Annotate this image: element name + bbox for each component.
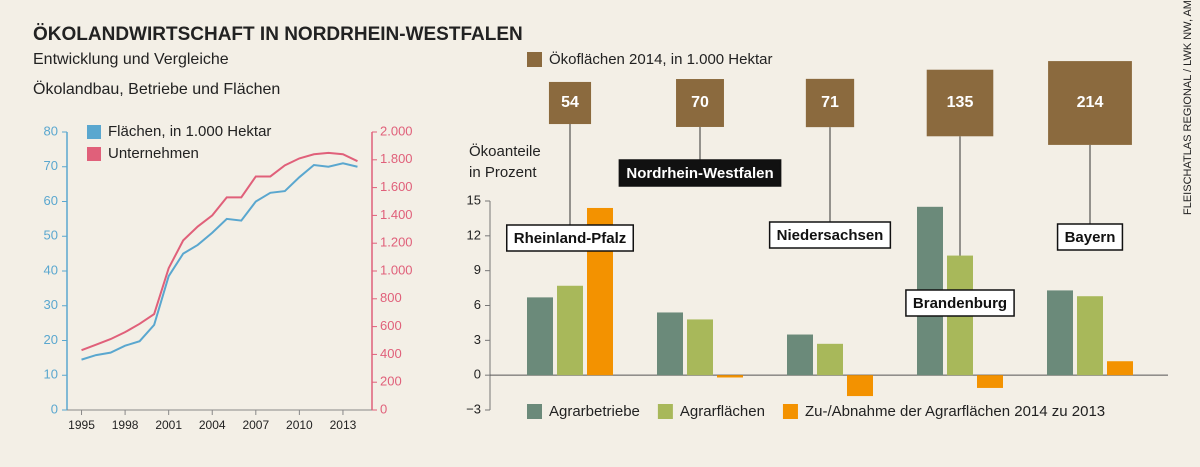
y2-tick-label: 800 [380, 290, 402, 305]
y2-tick-label: 1.400 [380, 207, 413, 222]
y-tick-label: 0 [474, 367, 481, 382]
y-tick-label: 0 [51, 401, 58, 416]
area-box [676, 79, 724, 127]
y-tick-label: 3 [474, 332, 481, 347]
bar [527, 297, 553, 376]
y-tick-label: 9 [474, 262, 481, 277]
area-box [926, 69, 994, 137]
legend-swatch [527, 404, 542, 419]
y-axis-label: Ökoanteile [469, 142, 541, 160]
bar [977, 375, 1003, 388]
y-tick-label: 15 [467, 192, 481, 207]
line-series [81, 151, 358, 352]
y-tick-label: −3 [466, 401, 481, 416]
legend-swatch [87, 125, 101, 139]
bar [657, 312, 683, 376]
legend-label: Agrarflächen [680, 403, 765, 420]
bar [557, 285, 583, 376]
state-label: Nordrhein-Westfalen [626, 165, 773, 182]
x-tick-label: 2004 [199, 418, 226, 432]
y-tick-label: 20 [44, 332, 58, 347]
area-legend-label: Ökoflächen 2014, in 1.000 Hektar [549, 50, 772, 68]
y-tick-label: 70 [44, 158, 58, 173]
area-value: 214 [1077, 94, 1104, 111]
bar [717, 375, 743, 378]
title: ÖKOLANDWIRTSCHAFT IN NORDRHEIN-WESTFALEN [33, 24, 523, 45]
state-label-box [505, 224, 635, 252]
bar [787, 334, 813, 376]
source: FLEISCHATLAS REGIONAL / LWK NW, AMI [1182, 0, 1194, 215]
legend-swatch [782, 404, 798, 419]
y-tick-label: 6 [474, 297, 481, 312]
y-tick-label: 12 [467, 227, 481, 242]
state-label-box [768, 221, 892, 249]
x-tick-label: 2001 [155, 418, 182, 432]
state-label-box [1056, 223, 1124, 251]
y2-tick-label: 0 [380, 401, 387, 416]
area-legend-swatch [527, 52, 542, 67]
legend-label: Unternehmen [108, 145, 199, 162]
bar [847, 375, 873, 397]
y-axis-label: in Prozent [469, 164, 537, 181]
state-label-box [905, 289, 1015, 317]
bar [1047, 290, 1073, 376]
area-value: 54 [561, 94, 579, 111]
legend-label: Flächen, in 1.000 Hektar [108, 123, 271, 140]
y2-tick-label: 200 [380, 374, 402, 389]
bar [817, 343, 843, 376]
bar [687, 319, 713, 376]
state-label: Bayern [1065, 229, 1116, 246]
state-label-box [618, 159, 782, 187]
area-value: 70 [691, 94, 709, 111]
y2-tick-label: 600 [380, 318, 402, 333]
y2-tick-label: 1.800 [380, 151, 413, 166]
x-tick-label: 1995 [68, 418, 95, 432]
legend-swatch [87, 147, 101, 161]
section-label: Ökolandbau, Betriebe und Flächen [33, 80, 280, 98]
x-tick-label: 2013 [330, 418, 357, 432]
y-tick-label: 30 [44, 297, 58, 312]
y2-tick-label: 1.000 [380, 262, 413, 277]
bar [1107, 361, 1133, 376]
area-value: 135 [947, 94, 974, 111]
y-tick-label: 80 [44, 123, 58, 138]
legend-label: Zu-/Abnahme der Agrarflächen 2014 zu 201… [805, 403, 1105, 420]
area-value: 71 [821, 94, 839, 111]
area-box [548, 81, 592, 125]
line-series [81, 162, 358, 361]
y2-tick-label: 1.200 [380, 235, 413, 250]
area-box [805, 78, 855, 128]
y2-tick-label: 2.000 [380, 123, 413, 138]
y-tick-label: 40 [44, 262, 58, 277]
y-tick-label: 10 [44, 367, 58, 382]
legend-label: Agrarbetriebe [549, 403, 640, 420]
x-tick-label: 2007 [242, 418, 269, 432]
y2-tick-label: 400 [380, 346, 402, 361]
y-tick-label: 60 [44, 193, 58, 208]
subtitle: Entwicklung und Vergleiche [33, 51, 229, 68]
legend-swatch [657, 404, 673, 419]
state-label: Niedersachsen [777, 227, 884, 244]
state-label: Rheinland-Pfalz [514, 230, 627, 247]
y-tick-label: 50 [44, 228, 58, 243]
x-tick-label: 2010 [286, 418, 313, 432]
x-tick-label: 1998 [112, 418, 139, 432]
y2-tick-label: 1.600 [380, 179, 413, 194]
bar [1077, 296, 1103, 376]
area-box [1048, 61, 1132, 145]
state-label: Brandenburg [913, 295, 1007, 312]
